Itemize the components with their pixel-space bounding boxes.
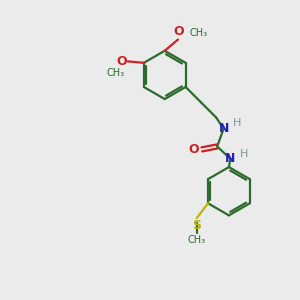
Text: O: O bbox=[116, 55, 127, 68]
Text: O: O bbox=[189, 143, 200, 156]
Text: CH₃: CH₃ bbox=[189, 28, 207, 38]
Text: H: H bbox=[233, 118, 242, 128]
Text: S: S bbox=[192, 220, 201, 232]
Text: N: N bbox=[218, 122, 229, 135]
Text: N: N bbox=[225, 152, 236, 165]
Text: O: O bbox=[173, 25, 184, 38]
Text: H: H bbox=[240, 148, 248, 158]
Text: CH₃: CH₃ bbox=[106, 68, 124, 78]
Text: CH₃: CH₃ bbox=[188, 235, 206, 245]
